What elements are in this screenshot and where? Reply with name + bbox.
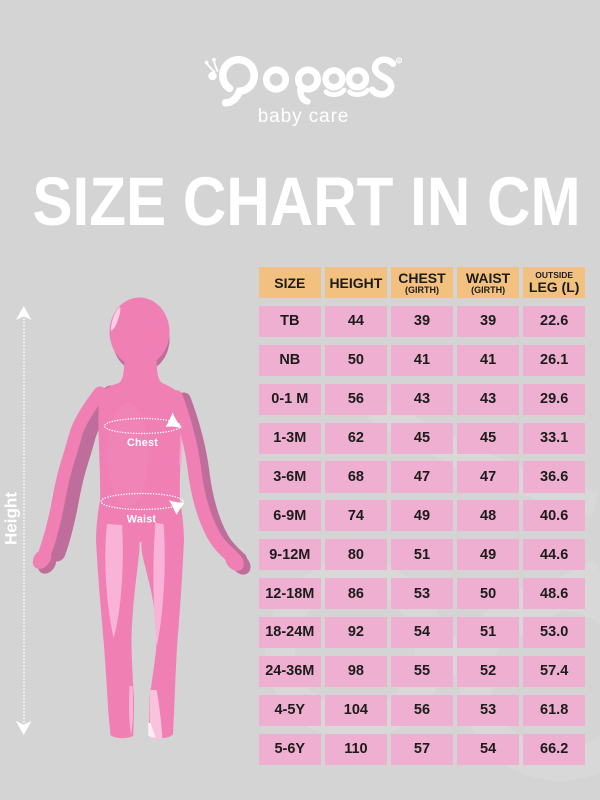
svg-text:Chest: Chest [127,437,158,449]
svg-text:R: R [397,58,400,63]
svg-text:Waist: Waist [127,514,157,526]
svg-text:baby care: baby care [258,106,350,127]
svg-text:Height: Height [2,492,21,545]
